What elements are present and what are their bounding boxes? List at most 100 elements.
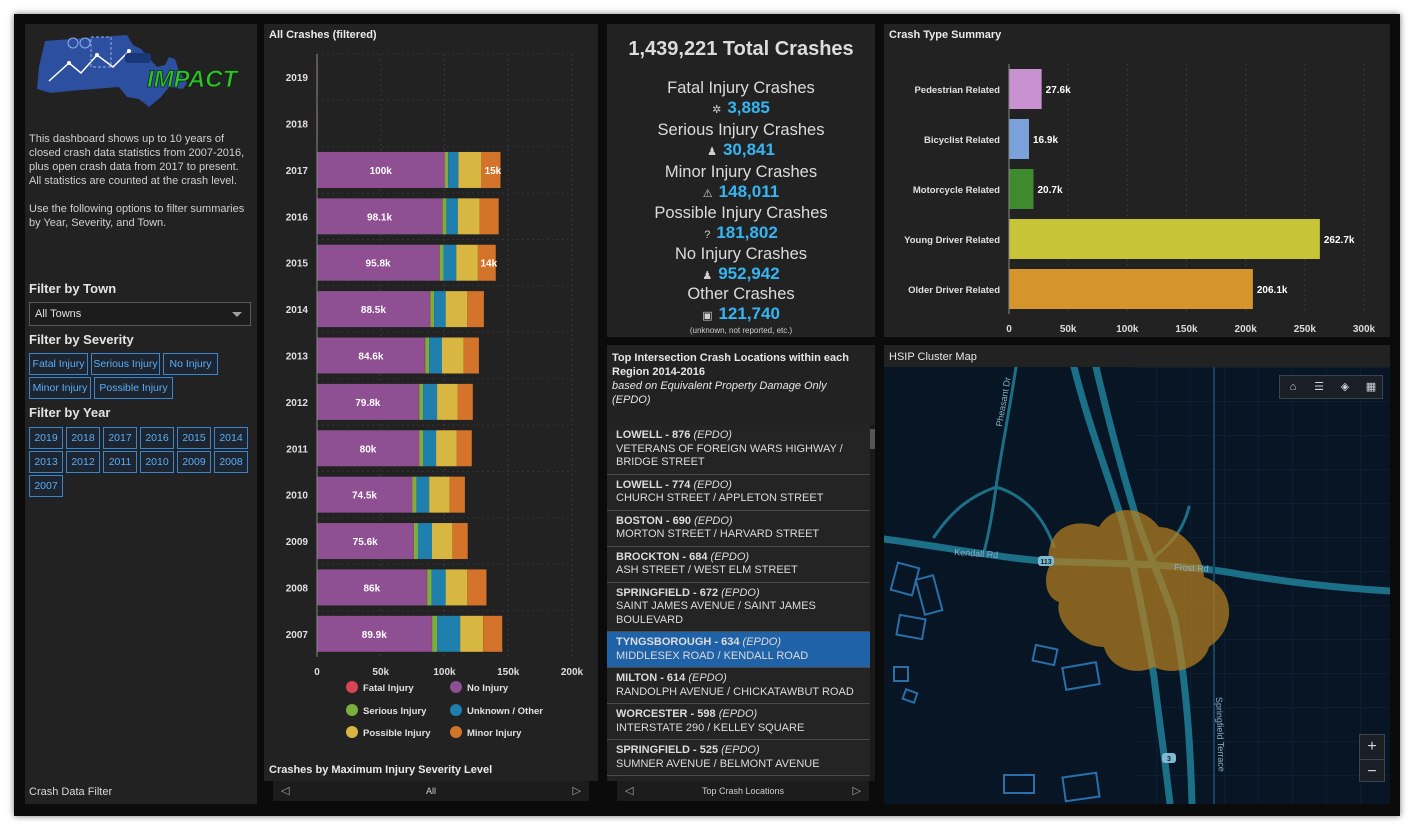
bar-possible-injury-2013[interactable] bbox=[441, 337, 464, 374]
year-chip-2018[interactable]: 2018 bbox=[66, 427, 100, 449]
bar-minor-injury-2014[interactable] bbox=[467, 291, 484, 328]
bar-motorcycle-related[interactable] bbox=[1009, 169, 1034, 209]
bar-possible-injury-2010[interactable] bbox=[429, 476, 450, 513]
bar-unknown-other-2008[interactable] bbox=[431, 569, 446, 606]
year-chip-2015[interactable]: 2015 bbox=[177, 427, 211, 449]
legend-no-injury[interactable]: No Injury bbox=[450, 681, 509, 694]
intersection-item[interactable]: MILTON - 614 (EPDO) RANDOLPH AVENUE / CHI… bbox=[607, 668, 870, 704]
bar-no-injury-2013[interactable] bbox=[317, 337, 425, 374]
bar-minor-injury-2017[interactable] bbox=[481, 151, 501, 188]
bar-no-injury-2016[interactable] bbox=[317, 198, 443, 235]
bar-possible-injury-2016[interactable] bbox=[457, 198, 480, 235]
bar-serious-injury-2013[interactable] bbox=[425, 337, 430, 374]
bar-serious-injury-2012[interactable] bbox=[419, 383, 424, 420]
year-chip-2010[interactable]: 2010 bbox=[140, 451, 174, 473]
intersection-item[interactable]: BROCKTON - 684 (EPDO) ASH STREET / WEST E… bbox=[607, 546, 870, 583]
bar-possible-injury-2007[interactable] bbox=[460, 615, 484, 652]
basemap-icon[interactable]: ▦ bbox=[1365, 381, 1377, 393]
bar-no-injury-2008[interactable] bbox=[317, 569, 427, 606]
intersection-item[interactable]: SPRINGFIELD - 525 (EPDO) SUMNER AVENUE / … bbox=[607, 740, 870, 776]
bar-pedestrian-related[interactable] bbox=[1009, 69, 1042, 109]
bar-unknown-other-2016[interactable] bbox=[446, 198, 458, 235]
bar-no-injury-2007[interactable] bbox=[317, 615, 432, 652]
bar-possible-injury-2014[interactable] bbox=[445, 291, 468, 328]
severity-serious-chip[interactable]: Serious Injury bbox=[91, 353, 160, 375]
bar-serious-injury-2007[interactable] bbox=[432, 615, 438, 652]
bar-minor-injury-2007[interactable] bbox=[483, 615, 503, 652]
year-chip-2017[interactable]: 2017 bbox=[103, 427, 137, 449]
bar-young-driver-related[interactable] bbox=[1009, 219, 1320, 259]
severity-fatal-chip[interactable]: Fatal Injury bbox=[29, 353, 88, 375]
bar-no-injury-2015[interactable] bbox=[317, 244, 440, 281]
bar-fatal-injury-2017[interactable] bbox=[444, 151, 446, 188]
year-chip-2008[interactable]: 2008 bbox=[214, 451, 248, 473]
bar-possible-injury-2012[interactable] bbox=[437, 383, 458, 420]
severity-none-chip[interactable]: No Injury bbox=[163, 353, 218, 375]
bar-no-injury-2011[interactable] bbox=[317, 430, 419, 467]
bar-fatal-injury-2008[interactable] bbox=[426, 569, 428, 606]
bar-serious-injury-2014[interactable] bbox=[430, 291, 435, 328]
bar-fatal-injury-2007[interactable] bbox=[431, 615, 433, 652]
zoom-in-button[interactable]: + bbox=[1367, 738, 1377, 755]
bar-possible-injury-2015[interactable] bbox=[456, 244, 478, 281]
bar-unknown-other-2012[interactable] bbox=[423, 383, 438, 420]
bar-minor-injury-2010[interactable] bbox=[449, 476, 465, 513]
bar-serious-injury-2009[interactable] bbox=[413, 523, 418, 560]
bar-fatal-injury-2010[interactable] bbox=[411, 476, 413, 513]
intersection-item[interactable]: LOWELL - 774 (EPDO) CHURCH STREET / APPLE… bbox=[607, 474, 870, 511]
legend-serious-injury[interactable]: Serious Injury bbox=[346, 704, 427, 717]
cluster-map[interactable]: Kendall Rd Frost Rd Pheasant Dr Springfi… bbox=[884, 367, 1390, 804]
bar-fatal-injury-2013[interactable] bbox=[424, 337, 426, 374]
layers-icon[interactable]: ◈ bbox=[1340, 381, 1350, 393]
bar-no-injury-2017[interactable] bbox=[317, 151, 445, 188]
bar-no-injury-2010[interactable] bbox=[317, 476, 412, 513]
bar-unknown-other-2014[interactable] bbox=[434, 291, 446, 328]
legend-unknown-other[interactable]: Unknown / Other bbox=[450, 704, 543, 717]
bar-possible-injury-2009[interactable] bbox=[432, 523, 453, 560]
intersection-item[interactable]: LOWELL - 876 (EPDO) VETERANS OF FOREIGN W… bbox=[607, 425, 870, 475]
bar-fatal-injury-2016[interactable] bbox=[442, 198, 443, 235]
bar-minor-injury-2011[interactable] bbox=[456, 430, 472, 467]
bar-serious-injury-2017[interactable] bbox=[445, 151, 449, 188]
bar-fatal-injury-2015[interactable] bbox=[439, 244, 440, 281]
year-chip-2016[interactable]: 2016 bbox=[140, 427, 174, 449]
intersection-item[interactable]: SPRINGFIELD - 672 (EPDO) SAINT JAMES AVEN… bbox=[607, 582, 870, 632]
intersection-item[interactable]: BOSTON - 690 (EPDO) MORTON STREET / HARVA… bbox=[607, 510, 870, 547]
scrollbar-thumb[interactable] bbox=[870, 429, 875, 449]
bar-serious-injury-2010[interactable] bbox=[412, 476, 417, 513]
bar-minor-injury-2012[interactable] bbox=[457, 383, 473, 420]
bar-fatal-injury-2012[interactable] bbox=[418, 383, 420, 420]
bar-unknown-other-2010[interactable] bbox=[416, 476, 430, 513]
year-chip-2009[interactable]: 2009 bbox=[177, 451, 211, 473]
bar-older-driver-related[interactable] bbox=[1009, 269, 1253, 309]
year-chip-2013[interactable]: 2013 bbox=[29, 451, 63, 473]
year-chip-2014[interactable]: 2014 bbox=[214, 427, 248, 449]
bar-unknown-other-2017[interactable] bbox=[448, 151, 459, 188]
bar-fatal-injury-2014[interactable] bbox=[429, 291, 431, 328]
severity-minor-chip[interactable]: Minor Injury bbox=[29, 377, 91, 399]
bar-no-injury-2012[interactable] bbox=[317, 383, 419, 420]
bar-minor-injury-2009[interactable] bbox=[452, 523, 468, 560]
bar-unknown-other-2013[interactable] bbox=[429, 337, 442, 374]
bar-serious-injury-2015[interactable] bbox=[439, 244, 444, 281]
bar-fatal-injury-2009[interactable] bbox=[413, 523, 414, 560]
bar-fatal-injury-2011[interactable] bbox=[419, 430, 420, 467]
bar-serious-injury-2008[interactable] bbox=[427, 569, 432, 606]
bar-bicyclist-related[interactable] bbox=[1009, 119, 1029, 159]
legend-minor-injury[interactable]: Minor Injury bbox=[450, 726, 522, 739]
town-select[interactable]: All Towns bbox=[29, 302, 251, 326]
severity-possible-chip[interactable]: Possible Injury bbox=[94, 377, 173, 399]
bar-serious-injury-2016[interactable] bbox=[442, 198, 447, 235]
prev-arrow-icon[interactable]: ◁ bbox=[625, 785, 634, 797]
intersection-item[interactable]: TYNGSBOROUGH - 634 (EPDO) MIDDLESEX ROAD … bbox=[607, 632, 870, 668]
year-chip-2019[interactable]: 2019 bbox=[29, 427, 63, 449]
legend-possible-injury[interactable]: Possible Injury bbox=[346, 726, 431, 739]
prev-arrow-icon[interactable]: ◁ bbox=[281, 785, 290, 797]
bar-minor-injury-2015[interactable] bbox=[477, 244, 496, 281]
bar-minor-injury-2008[interactable] bbox=[467, 569, 487, 606]
bar-possible-injury-2017[interactable] bbox=[458, 151, 482, 188]
zoom-out-button[interactable]: − bbox=[1360, 759, 1384, 782]
bar-no-injury-2014[interactable] bbox=[317, 291, 430, 328]
bar-minor-injury-2016[interactable] bbox=[479, 198, 499, 235]
bar-unknown-other-2007[interactable] bbox=[437, 615, 461, 652]
